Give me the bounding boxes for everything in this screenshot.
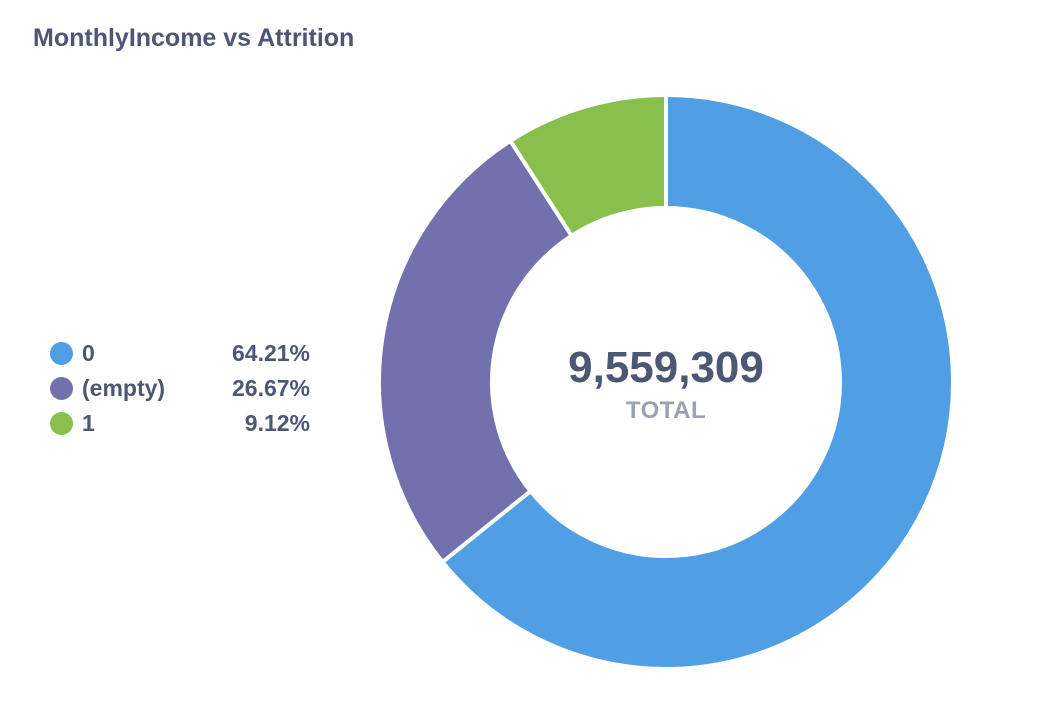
legend-item-empty[interactable]: (empty) 26.67% [50,371,310,406]
legend-item-0[interactable]: 0 64.21% [50,336,310,371]
legend-label-1: 1 [82,410,95,436]
total-value: 9,559,309 [568,343,764,392]
donut-slice-empty[interactable] [377,138,574,565]
legend-percent-0: 64.21% [231,340,310,366]
legend-label-0: 0 [82,340,95,366]
legend-item-1[interactable]: 1 9.12% [50,406,310,441]
legend-label-empty: (empty) [82,375,166,401]
total-label: TOTAL [626,397,706,424]
card-title: MonthlyIncome vs Attrition [33,24,355,52]
legend-percent-empty: 26.67% [231,375,310,401]
donut-slice-0[interactable] [440,93,955,671]
legend-dot-1 [50,412,73,435]
legend: 0 64.21% (empty) 26.67% 1 9.12% [50,336,310,441]
legend-dot-empty [50,377,73,400]
legend-percent-1: 9.12% [244,410,310,436]
donut-slice-1[interactable] [508,93,668,238]
legend-dot-0 [50,342,73,365]
donut-slices [377,93,955,671]
